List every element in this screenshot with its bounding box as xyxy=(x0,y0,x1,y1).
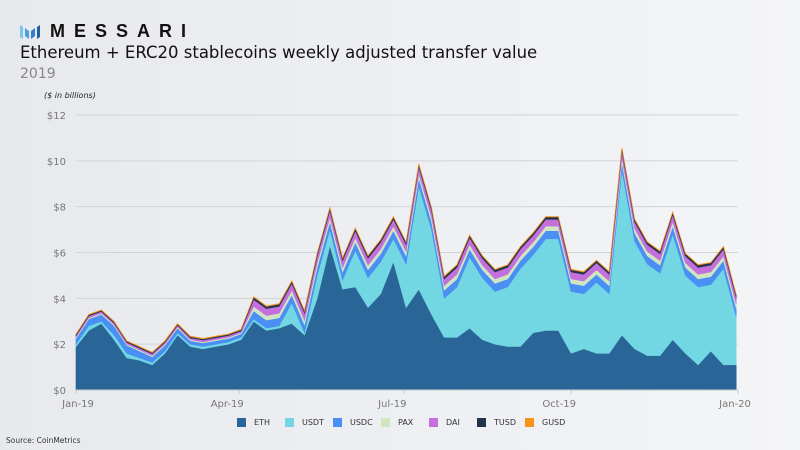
legend-swatch xyxy=(333,418,342,427)
y-tick-label: $8 xyxy=(53,203,66,214)
legend-swatch xyxy=(429,418,438,427)
y-tick-label: $4 xyxy=(53,294,66,305)
y-tick-label: $6 xyxy=(53,249,66,260)
y-tick-label: $2 xyxy=(53,340,66,351)
legend-item-eth: ETH xyxy=(237,418,285,427)
x-tick-label: Jan-20 xyxy=(718,399,751,410)
x-tick-label: Jan-19 xyxy=(61,399,94,410)
legend-swatch xyxy=(285,418,294,427)
legend-item-usdt: USDT xyxy=(285,418,333,427)
messari-logo: MESSARI xyxy=(20,21,195,42)
legend-label: USDT xyxy=(302,418,324,427)
legend-label: ETH xyxy=(254,418,270,427)
legend-label: DAI xyxy=(446,418,460,427)
legend-item-dai: DAI xyxy=(429,418,477,427)
legend-item-tusd: TUSD xyxy=(477,418,525,427)
legend-label: PAX xyxy=(398,418,414,427)
chart-legend: ETH USDT USDC PAX DAI TUSD GUSD xyxy=(237,418,573,427)
legend-label: GUSD xyxy=(542,418,566,427)
legend-item-gusd: GUSD xyxy=(525,418,573,427)
x-tick-label: Oct-19 xyxy=(542,399,576,410)
legend-swatch xyxy=(381,418,390,427)
legend-swatch xyxy=(477,418,486,427)
x-tick-label: Apr-19 xyxy=(211,399,244,410)
legend-label: TUSD xyxy=(494,418,516,427)
legend-item-pax: PAX xyxy=(381,418,429,427)
brand-name: MESSARI xyxy=(50,21,196,41)
chart-subtitle: 2019 xyxy=(20,66,56,82)
legend-label: USDC xyxy=(350,418,373,427)
legend-swatch xyxy=(237,418,246,427)
chart-title: Ethereum + ERC20 stablecoins weekly adju… xyxy=(20,43,538,62)
legend-item-usdc: USDC xyxy=(333,418,381,427)
x-tick-label: Jul-19 xyxy=(377,399,406,410)
y-tick-label: $0 xyxy=(53,386,66,397)
area-series-gusd xyxy=(75,147,737,353)
y-axis-unit-label: ($ in billions) xyxy=(44,91,96,100)
legend-swatch xyxy=(525,418,534,427)
y-tick-label: $12 xyxy=(47,111,66,122)
y-tick-label: $10 xyxy=(47,157,66,168)
messari-logo-icon xyxy=(20,24,40,39)
source-note: Source: CoinMetrics xyxy=(6,436,81,445)
